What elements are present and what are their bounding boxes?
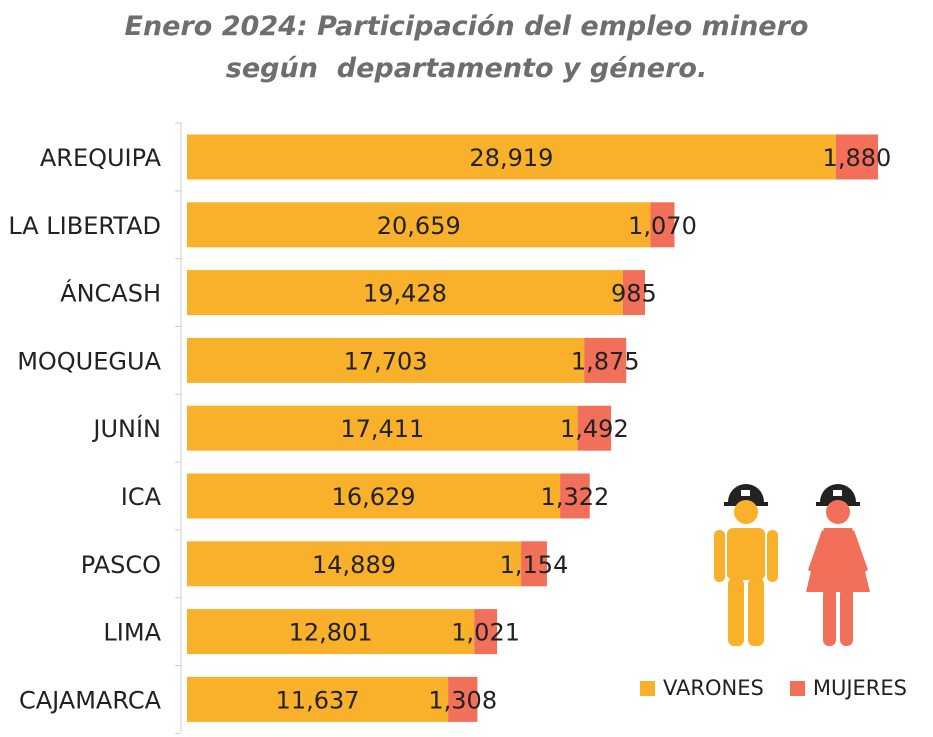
data-label-mujeres-la-libertad: 1,070	[628, 212, 697, 240]
data-label-varones-lima: 12,801	[289, 619, 373, 647]
bar-varones-arequipa	[187, 134, 836, 180]
data-label-mujeres-lima: 1,021	[451, 619, 520, 647]
data-label-varones-moquegua: 17,703	[344, 347, 428, 375]
male-miner-icon	[714, 484, 778, 646]
bar-mujeres-áncash	[622, 270, 645, 316]
category-label-lima: LIMA	[103, 619, 161, 647]
bar-varones-pasco	[187, 541, 522, 587]
bar-varones-la-libertad	[187, 202, 651, 248]
legend-swatch-varones	[640, 680, 655, 696]
legend-item-varones: VARONES	[640, 676, 764, 700]
data-label-mujeres-junín: 1,492	[560, 415, 629, 443]
data-label-mujeres-ica: 1,322	[541, 483, 610, 511]
data-label-varones-ica: 16,629	[332, 483, 416, 511]
bar-mujeres-la-libertad	[650, 202, 675, 248]
chart-title-line-1: Enero 2024: Participación del empleo min…	[124, 11, 809, 42]
data-label-varones-arequipa: 28,919	[469, 144, 553, 172]
bar-mujeres-moquegua	[584, 337, 627, 383]
legend-item-mujeres: MUJERES	[789, 676, 907, 700]
legend-label-varones: VARONES	[663, 676, 764, 700]
data-label-varones-áncash: 19,428	[363, 280, 447, 308]
bar-mujeres-junín	[577, 405, 612, 451]
category-label-arequipa: AREQUIPA	[40, 144, 162, 172]
chart-title: Enero 2024: Participación del empleo min…	[0, 6, 933, 90]
data-label-varones-junín: 17,411	[340, 415, 424, 443]
miners-illustration	[712, 480, 892, 655]
data-label-varones-cajamarca: 11,637	[276, 686, 360, 714]
data-label-mujeres-moquegua: 1,875	[571, 347, 640, 375]
data-label-varones-la-libertad: 20,659	[377, 212, 461, 240]
bar-mujeres-pasco	[521, 541, 547, 587]
bar-varones-lima	[187, 609, 475, 655]
bar-mujeres-lima	[474, 609, 498, 655]
data-label-varones-pasco: 14,889	[312, 551, 396, 579]
bar-mujeres-arequipa	[835, 134, 878, 180]
data-label-mujeres-arequipa: 1,880	[823, 144, 892, 172]
category-label-cajamarca: CAJAMARCA	[19, 686, 162, 714]
category-label-áncash: ÁNCASH	[60, 279, 161, 308]
bar-mujeres-cajamarca	[448, 676, 478, 722]
chart-title-line-2: según departamento y género.	[225, 53, 708, 84]
bar-varones-áncash	[187, 270, 623, 316]
category-label-junín: JUNÍN	[91, 414, 161, 443]
category-label-moquegua: MOQUEGUA	[17, 347, 161, 375]
bar-varones-moquegua	[187, 337, 585, 383]
bar-varones-ica	[187, 473, 561, 519]
legend-label-mujeres: MUJERES	[812, 676, 907, 700]
chart-legend: VARONES MUJERES	[640, 674, 933, 702]
data-label-mujeres-áncash: 985	[611, 280, 657, 308]
category-label-pasco: PASCO	[81, 551, 161, 579]
category-label-la-libertad: LA LIBERTAD	[8, 212, 161, 240]
data-label-mujeres-pasco: 1,154	[500, 551, 569, 579]
category-label-ica: ICA	[121, 483, 162, 511]
bar-mujeres-ica	[560, 473, 590, 519]
bar-varones-junín	[187, 405, 578, 451]
bar-varones-cajamarca	[187, 676, 449, 722]
legend-swatch-mujeres	[789, 680, 805, 696]
data-label-mujeres-cajamarca: 1,308	[428, 686, 497, 714]
female-miner-icon	[806, 484, 870, 646]
